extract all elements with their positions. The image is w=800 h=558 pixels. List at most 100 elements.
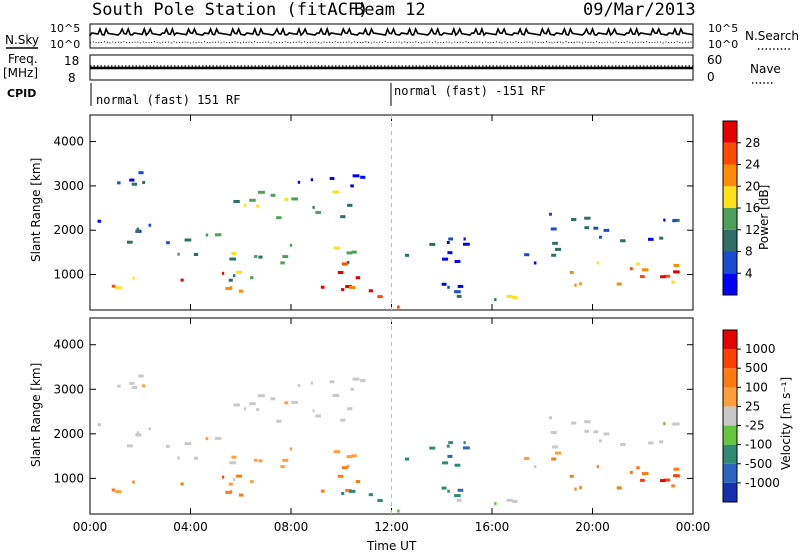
velocity-colorbar-swatch	[723, 330, 737, 350]
power-echo-cell	[225, 286, 232, 290]
power-echo-cell	[673, 270, 680, 274]
x-axis-label: Time UT	[366, 539, 417, 553]
power-echo-cell	[616, 282, 622, 286]
velocity-echo-cell	[352, 377, 360, 381]
velocity-echo-cell	[512, 499, 518, 503]
power-echo-cell	[446, 240, 450, 244]
velocity-echo-cell	[673, 422, 677, 426]
search-noise-trace	[89, 41, 694, 44]
power-echo-cell	[663, 218, 666, 222]
velocity-echo-cell	[574, 487, 577, 491]
power-colorbar-label: Power [dB]	[757, 185, 771, 250]
velocity-echo-cell	[132, 480, 135, 484]
cpid-segment-1: normal (fast) 151 RF	[96, 93, 241, 107]
power-echo-cell	[222, 271, 225, 275]
velocity-echo-cell	[579, 486, 582, 490]
velocity-echo-cell	[551, 457, 557, 461]
velocity-colorbar-swatch	[723, 368, 737, 388]
power-echo-cell	[447, 285, 450, 289]
velocity-heatmap	[97, 374, 680, 513]
x-tick-label: 20:00	[575, 520, 610, 534]
velocity-echo-cell	[629, 470, 633, 474]
velocity-colorbar-swatch	[723, 387, 737, 407]
velocity-echo-cell	[552, 445, 558, 449]
power-echo-cell	[148, 223, 152, 227]
freq-label-2: [MHz]	[3, 66, 38, 80]
velocity-echo-cell	[429, 446, 436, 450]
velocity-echo-cell	[457, 488, 464, 492]
velocity-echo-cell	[554, 451, 562, 455]
power-echo-cell	[377, 295, 383, 299]
x-axis: 00:00 04:00 08:00 12:00 16:00 20:00 00:00	[73, 115, 711, 534]
power-heatmap	[97, 171, 680, 309]
velocity-echo-cell	[233, 403, 240, 407]
power-echo-cell	[673, 219, 677, 223]
velocity-echo-cell	[641, 472, 649, 476]
power-echo-cell	[494, 298, 497, 302]
search-tick-top: 10^5	[708, 22, 738, 35]
power-echo-cell	[135, 229, 141, 233]
power-echo-cell	[533, 261, 537, 265]
power-echo-cell	[310, 178, 313, 182]
velocity-echo-cell	[232, 477, 236, 481]
power-echo-cell	[276, 216, 282, 220]
velocity-echo-cell	[447, 489, 450, 493]
velocity-echo-cell	[404, 457, 410, 461]
velocity-echo-cell	[320, 489, 325, 493]
power-echo-cell	[346, 251, 353, 255]
velocity-colorbar-tick-label: 500	[745, 361, 768, 375]
velocity-echo-cell	[238, 493, 244, 497]
velocity-echo-cell	[494, 502, 497, 506]
power-colorbar: 28 24 20 16 12 8 4	[722, 120, 760, 296]
power-echo-cell	[456, 294, 462, 298]
velocity-echo-cell	[126, 444, 133, 448]
velocity-echo-cell	[463, 446, 470, 450]
power-echo-cell	[550, 227, 557, 231]
velocity-echo-cell	[596, 465, 599, 469]
power-echo-cell	[447, 251, 453, 255]
velocity-echo-cell	[593, 430, 599, 434]
velocity-echo-cell	[249, 402, 256, 406]
velocity-colorbar-tick-label: -500	[745, 457, 772, 471]
velocity-echo-cell	[660, 479, 666, 483]
power-echo-cell	[166, 241, 170, 245]
velocity-echo-cell	[340, 418, 346, 422]
velocity-echo-cell	[131, 386, 138, 390]
velocity-echo-cell	[257, 394, 265, 398]
velocity-echo-cell	[671, 484, 675, 488]
velocity-echo-cell	[441, 486, 447, 490]
velocity-echo-cell	[117, 384, 121, 388]
velocity-ylabel: Slant Range [km]	[29, 363, 43, 467]
velocity-echo-cell	[329, 380, 335, 384]
power-echo-cell	[506, 294, 513, 298]
power-echo-cell	[620, 239, 626, 243]
power-colorbar-tick-label: 24	[745, 158, 760, 172]
nave-label: Nave	[750, 62, 781, 76]
velocity-echo-cell	[346, 455, 353, 459]
power-echo-cell	[111, 284, 116, 288]
power-echo-cell	[554, 247, 562, 251]
power-echo-cell	[355, 276, 361, 280]
power-echo-cell	[142, 181, 146, 185]
velocity-echo-cell	[347, 407, 353, 411]
power-echo-cell	[360, 175, 366, 179]
velocity-echo-cell	[397, 509, 400, 513]
power-echo-cell	[117, 181, 121, 185]
velocity-echo-cell	[673, 422, 680, 426]
power-colorbar-tick-label: 4	[745, 266, 753, 280]
power-echo-cell	[673, 263, 680, 267]
velocity-echo-cell	[351, 454, 357, 458]
velocity-echo-cell	[315, 414, 321, 418]
velocity-echo-cell	[166, 444, 170, 448]
velocity-echo-cell	[228, 482, 233, 486]
velocity-echo-cell	[341, 491, 345, 495]
velocity-echo-cell	[524, 456, 530, 460]
power-colorbar-swatch	[723, 142, 737, 165]
velocity-echo-cell	[550, 431, 557, 435]
velocity-colorbar-tick-label: -1000	[745, 476, 780, 490]
x-tick-label: 00:00	[676, 520, 711, 534]
sky-noise-trace	[89, 26, 694, 37]
power-echo-cell	[229, 257, 237, 261]
power-colorbar-tick-label: 28	[745, 136, 760, 150]
freq-traces	[90, 65, 693, 70]
